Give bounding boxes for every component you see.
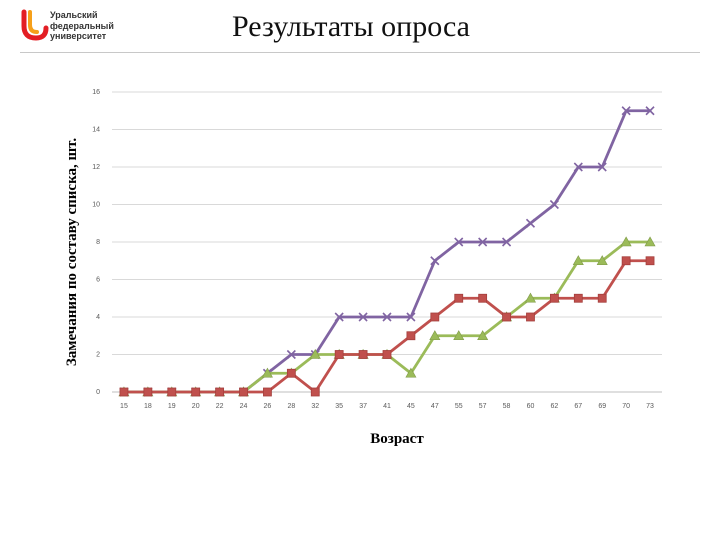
- data-point: [430, 256, 440, 266]
- data-point: [597, 162, 607, 172]
- data-point: [191, 387, 201, 397]
- data-point: [143, 387, 153, 397]
- x-tick-label: 41: [383, 403, 391, 410]
- x-tick-label: 26: [264, 403, 272, 410]
- x-tick-label: 67: [574, 403, 582, 410]
- data-point: [334, 350, 344, 359]
- data-point: [405, 367, 417, 378]
- data-point: [644, 236, 656, 247]
- header-divider: [20, 52, 700, 53]
- data-point: [261, 367, 273, 378]
- x-tick-label: 24: [240, 403, 248, 410]
- data-point: [524, 292, 536, 303]
- data-point: [572, 255, 584, 266]
- x-tick-label: 37: [359, 403, 367, 410]
- data-point: [406, 331, 416, 341]
- data-point: [597, 293, 607, 303]
- x-tick-label: 47: [431, 403, 439, 410]
- data-point: [309, 348, 321, 359]
- data-point: [382, 312, 392, 322]
- x-tick-label: 70: [622, 403, 630, 410]
- university-emblem-icon: [21, 9, 49, 41]
- x-tick-label: 18: [144, 403, 152, 410]
- data-point: [621, 256, 631, 266]
- x-tick-label: 73: [646, 403, 654, 410]
- x-tick-label: 57: [479, 403, 487, 410]
- y-tick-label: 14: [92, 127, 100, 134]
- y-tick-label: 12: [92, 164, 100, 171]
- y-tick-label: 4: [96, 314, 100, 321]
- data-point: [454, 237, 464, 247]
- x-tick-label: 55: [455, 403, 463, 410]
- x-tick-label: 35: [335, 403, 343, 410]
- data-point: [454, 293, 464, 303]
- data-point: [382, 350, 392, 359]
- data-point: [478, 237, 488, 247]
- data-point: [286, 349, 296, 360]
- page-title: Результаты опроса: [232, 10, 470, 43]
- data-point: [477, 330, 489, 341]
- data-point: [621, 106, 631, 116]
- y-tick-label: 8: [96, 239, 100, 246]
- data-point: [429, 330, 441, 341]
- y-tick-label: 6: [96, 277, 100, 284]
- x-tick-label: 69: [598, 403, 606, 410]
- x-tick-label: 15: [120, 403, 128, 410]
- y-axis-title: Замечания по составу списка, шт.: [64, 138, 80, 367]
- x-tick-label: 62: [550, 403, 558, 410]
- logo-line-1: Уральский: [50, 10, 98, 20]
- x-tick-label: 60: [527, 403, 535, 410]
- data-point: [573, 293, 583, 303]
- data-point: [358, 350, 368, 359]
- data-point: [263, 387, 272, 397]
- university-logo: [20, 8, 130, 44]
- data-point: [310, 387, 320, 397]
- x-axis-title: Возраст: [370, 431, 424, 447]
- data-point: [549, 293, 559, 303]
- x-tick-label: 20: [192, 403, 200, 410]
- logo-line-2: федеральный: [50, 20, 114, 31]
- data-point: [358, 312, 368, 322]
- data-point: [478, 293, 488, 303]
- data-point: [573, 162, 583, 172]
- x-tick-label: 45: [407, 403, 415, 410]
- series-line: [122, 259, 652, 394]
- data-point: [526, 312, 535, 322]
- data-point: [430, 312, 440, 322]
- data-point: [453, 330, 465, 341]
- data-point: [620, 236, 632, 247]
- y-tick-label: 2: [96, 352, 100, 359]
- x-tick-label: 32: [311, 403, 319, 410]
- data-point: [215, 387, 225, 397]
- data-point: [239, 387, 248, 397]
- data-point: [502, 312, 511, 322]
- data-point: [596, 255, 608, 266]
- university-name: Уральский федеральный университет: [50, 10, 114, 42]
- data-point: [334, 312, 344, 322]
- data-point: [549, 199, 559, 210]
- data-point: [286, 368, 296, 378]
- data-point: [645, 256, 655, 266]
- x-tick-label: 28: [287, 403, 295, 410]
- y-tick-label: 0: [96, 389, 100, 396]
- data-point: [167, 387, 177, 397]
- x-tick-label: 22: [216, 403, 224, 410]
- data-point: [525, 218, 536, 228]
- x-tick-label: 19: [168, 403, 176, 410]
- data-point: [406, 312, 416, 322]
- logo-line-3: университет: [50, 31, 107, 41]
- y-tick-label: 16: [92, 89, 100, 96]
- x-tick-label: 58: [503, 403, 511, 410]
- data-point: [645, 106, 655, 116]
- y-tick-label: 10: [92, 202, 100, 209]
- data-point: [119, 387, 129, 397]
- data-point: [501, 237, 512, 247]
